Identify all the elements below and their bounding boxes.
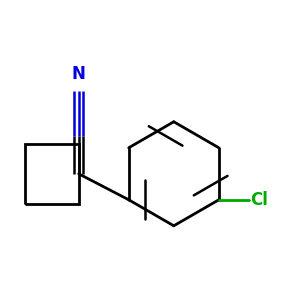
Text: Cl: Cl — [250, 191, 268, 209]
Text: N: N — [72, 65, 86, 83]
